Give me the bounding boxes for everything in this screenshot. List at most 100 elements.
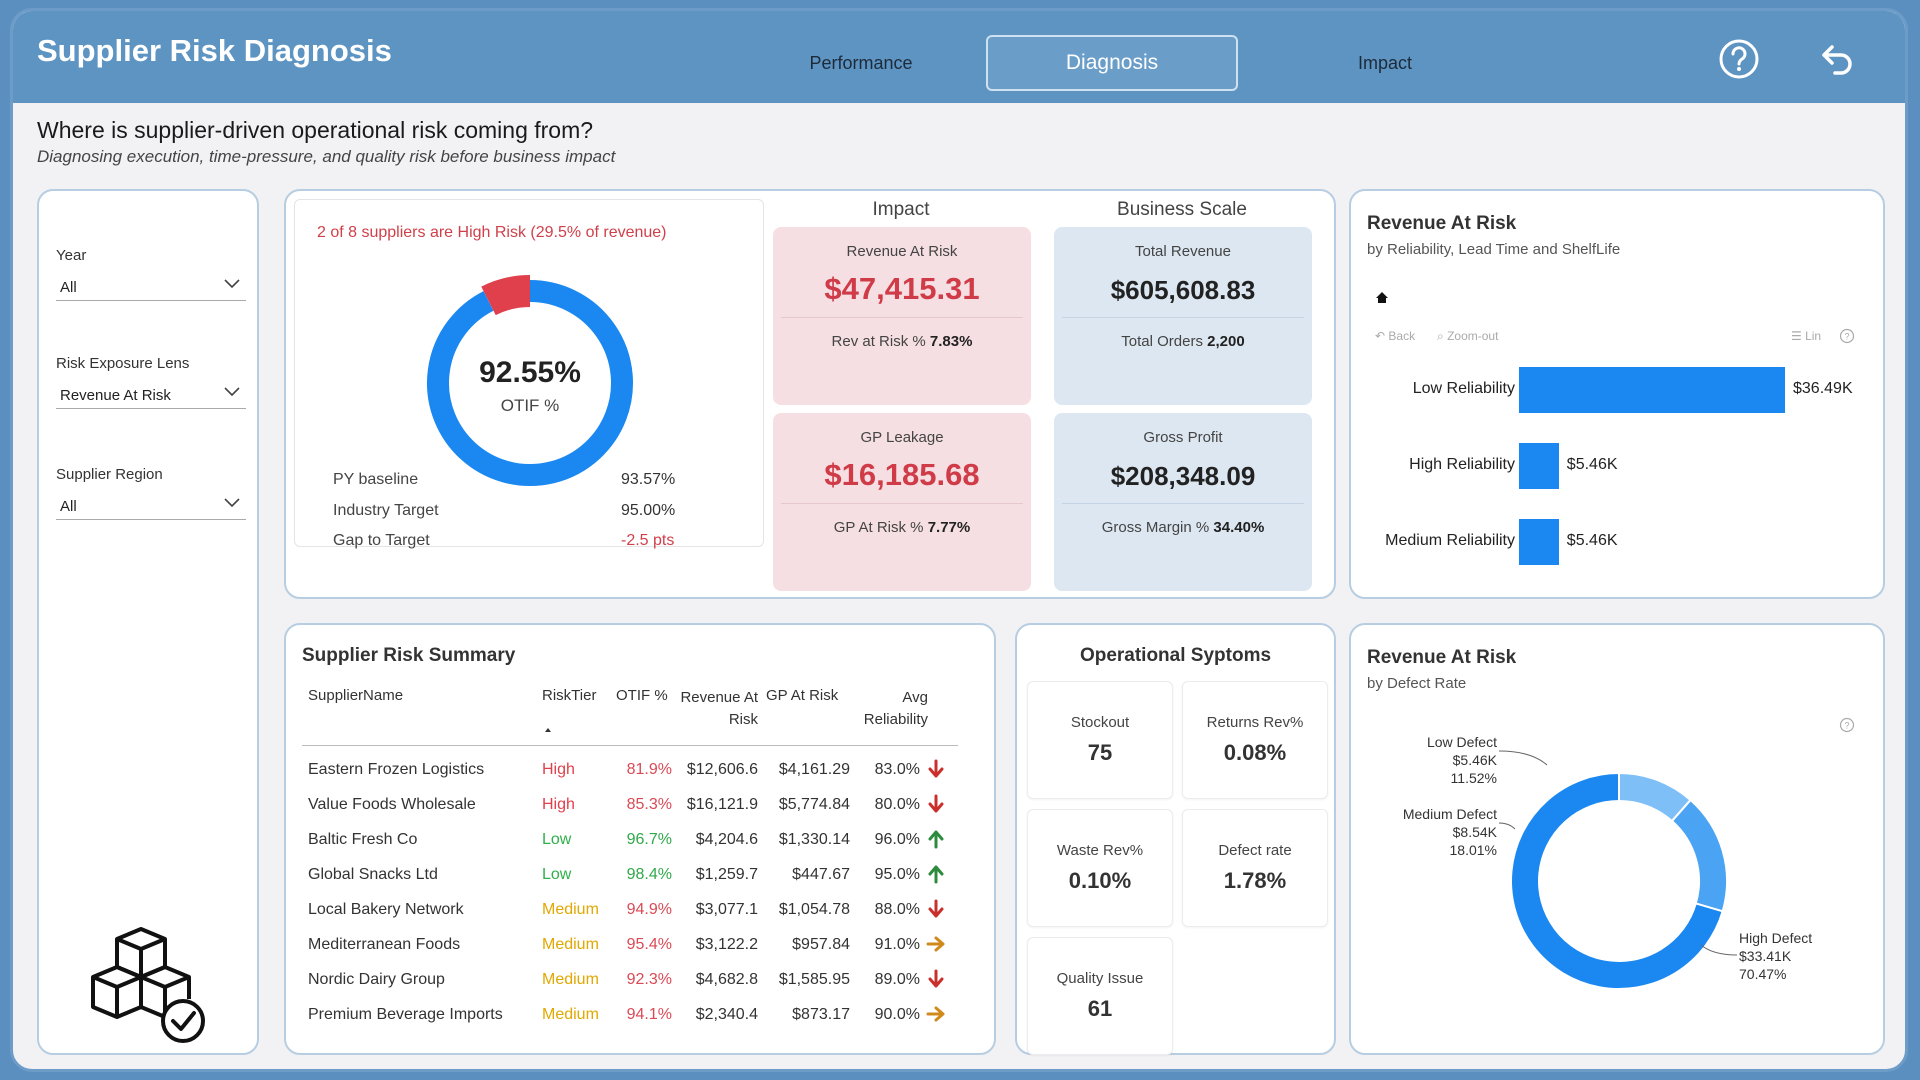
otif-gap-arc: [481, 275, 531, 316]
kpi-sub-value: 2,200: [1207, 333, 1245, 350]
header-bar: Supplier Risk Diagnosis Performance Diag…: [13, 11, 1905, 103]
table-row[interactable]: Eastern Frozen Logistics High 81.9% $12,606…: [286, 753, 994, 788]
bar[interactable]: [1519, 367, 1785, 413]
col-header-avg-reliability[interactable]: Avg Reliability: [863, 689, 928, 728]
back-button[interactable]: ↶ Back: [1375, 329, 1416, 343]
cell-gp-at-risk: $957.84: [792, 936, 850, 953]
kpi-divider: [781, 317, 1023, 318]
arrow-down-icon: [928, 969, 944, 988]
op-value: 1.78%: [1223, 868, 1287, 893]
cell-gp-at-risk: $1,330.14: [778, 831, 850, 848]
boxes-check-icon: [91, 927, 205, 1043]
cell-otif: 85.3%: [626, 796, 672, 813]
col-header-gp-at-risk[interactable]: GP At Risk: [766, 687, 839, 704]
kpi-divider: [781, 503, 1023, 504]
chevron-down-icon: [224, 279, 240, 289]
op-label: Returns Rev%: [1206, 714, 1304, 731]
py-baseline-label: PY baseline: [333, 471, 419, 488]
op-value: 0.08%: [1223, 740, 1287, 765]
lin-toggle[interactable]: ☰ Lin: [1791, 329, 1822, 343]
kpi-title: Total Revenue: [1135, 243, 1231, 260]
reliability-chart-title: Revenue At Risk: [1367, 213, 1517, 234]
zoom-out-button[interactable]: ⌕ Zoom-out: [1437, 329, 1499, 343]
col-header-risktier[interactable]: RiskTier: [542, 687, 597, 704]
table-row[interactable]: Nordic Dairy Group Medium 92.3% $4,682.8 $1,…: [286, 963, 994, 998]
cell-gp-at-risk: $4,161.29: [778, 761, 850, 778]
kpi-sub-label: GP At Risk %: [833, 519, 924, 536]
cell-rev-at-risk: $2,340.4: [695, 1006, 758, 1023]
arrow-right-icon: [926, 936, 945, 952]
kpi-title: Revenue At Risk: [846, 243, 958, 260]
kpi-value: $605,608.83: [1110, 275, 1256, 305]
bar[interactable]: [1519, 519, 1559, 565]
table-row[interactable]: Local Bakery Network Medium 94.9% $3,077.1 $…: [286, 893, 994, 928]
cell-risktier: Medium: [542, 1006, 599, 1023]
lin-label: Lin: [1805, 329, 1822, 343]
business-scale-title: Business Scale: [1117, 199, 1247, 220]
tab-performance[interactable]: Performance: [809, 52, 913, 73]
table-row[interactable]: Global Snacks Ltd Low 98.4% $1,259.7 $447.67…: [286, 858, 994, 893]
cell-supplier: Baltic Fresh Co: [308, 831, 418, 848]
filter-label-year: Year: [56, 247, 87, 264]
help-circle-icon[interactable]: [1717, 37, 1761, 81]
op-value: 75: [1087, 740, 1113, 765]
sort-asc-icon[interactable]: [542, 725, 554, 733]
col-header-otif[interactable]: OTIF %: [616, 687, 668, 704]
page-heading: Where is supplier-driven operational ris…: [37, 117, 594, 143]
operational-title: Operational Syptoms: [1079, 645, 1272, 666]
table-row[interactable]: Premium Beverage Imports Medium 94.1% $2,34…: [286, 998, 994, 1033]
svg-text:?: ?: [1844, 721, 1849, 731]
col-header-supplier[interactable]: SupplierName: [308, 687, 404, 704]
defect-chart-panel: Revenue At Risk by Defect Rate ? Low Def…: [1349, 623, 1885, 1055]
region-select[interactable]: All: [56, 490, 246, 520]
gap-to-target-label: Gap to Target: [333, 532, 430, 549]
bar[interactable]: [1519, 443, 1559, 489]
kpi-sub-label: Total Orders: [1121, 333, 1203, 350]
page-subheading: Diagnosing execution, time-pressure, and…: [37, 147, 616, 166]
table-row[interactable]: Mediterranean Foods Medium 95.4% $3,122.2 $9…: [286, 928, 994, 963]
slice-high-defect[interactable]: [1510, 771, 1724, 990]
table-row[interactable]: Baltic Fresh Co Low 96.7% $4,204.6 $1,330.14…: [286, 823, 994, 858]
cell-otif: 95.4%: [626, 936, 672, 953]
col-header-rev-at-risk[interactable]: Revenue At Risk: [680, 689, 758, 728]
kpi-sub-value: 7.83%: [929, 333, 973, 350]
gross-profit-card: Gross Profit $208,348.09 Gross Margin % …: [1054, 413, 1312, 591]
back-label: Back: [1388, 329, 1416, 343]
defect-label-medium: Medium Defect $8.54K 18.01%: [1371, 805, 1497, 859]
otif-card: 2 of 8 suppliers are High Risk (29.5% of…: [294, 199, 764, 549]
slice-medium-defect[interactable]: [1670, 798, 1728, 913]
impact-title: Impact: [872, 199, 930, 220]
otif-gauge: 92.55% OTIF %: [415, 268, 645, 498]
cell-risktier: Medium: [542, 971, 599, 988]
help-circle-icon[interactable]: ?: [1839, 717, 1855, 733]
cell-rev-at-risk: $3,077.1: [695, 901, 758, 918]
table-row[interactable]: Value Foods Wholesale High 85.3% $16,121.9 $…: [286, 788, 994, 823]
arrow-up-icon: [928, 865, 944, 884]
kpi-value: $47,415.31: [824, 271, 980, 306]
reliability-chart-subtitle: by Reliability, Lead Time and ShelfLife: [1367, 241, 1621, 258]
summary-table-title: Supplier Risk Summary: [302, 645, 516, 666]
home-icon[interactable]: [1375, 291, 1389, 304]
slice-value: $5.46K: [1452, 752, 1497, 768]
kpi-title: Gross Profit: [1143, 429, 1223, 446]
undo-arrow-icon[interactable]: [1813, 37, 1857, 81]
bar-value-label: $5.46K: [1566, 532, 1618, 549]
slice-value: $33.41K: [1739, 948, 1792, 964]
cell-gp-at-risk: $5,774.84: [778, 796, 850, 813]
cell-otif: 94.9%: [626, 901, 672, 918]
bar-category-label: High Reliability: [1409, 456, 1515, 473]
year-select[interactable]: All: [56, 271, 246, 301]
defect-donut: [1498, 750, 1738, 990]
risk-lens-select[interactable]: Revenue At Risk: [56, 379, 246, 409]
arrow-down-icon: [928, 899, 944, 918]
op-label: Waste Rev%: [1056, 842, 1144, 859]
filter-panel: Year All Risk Exposure Lens Revenue At R…: [37, 189, 259, 1055]
slice-category: Low Defect: [1426, 734, 1497, 750]
cell-supplier: Global Snacks Ltd: [308, 866, 438, 883]
help-circle-icon[interactable]: ?: [1839, 328, 1855, 344]
tab-diagnosis[interactable]: Diagnosis: [986, 35, 1238, 91]
slice-percent: 11.52%: [1450, 770, 1497, 786]
otif-donut: [427, 275, 633, 486]
cell-supplier: Premium Beverage Imports: [308, 1006, 503, 1023]
tab-impact[interactable]: Impact: [1357, 52, 1413, 73]
